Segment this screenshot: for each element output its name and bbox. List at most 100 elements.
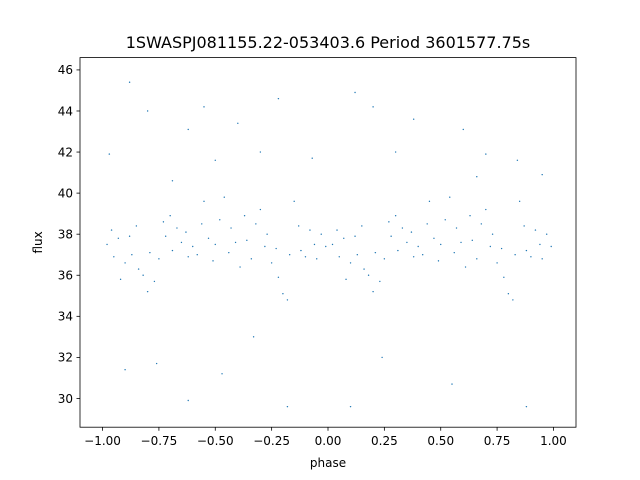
data-point bbox=[149, 251, 151, 254]
data-point bbox=[464, 266, 467, 268]
data-point bbox=[117, 237, 120, 239]
data-point bbox=[185, 231, 187, 233]
data-point bbox=[203, 200, 205, 203]
data-point bbox=[169, 215, 171, 217]
data-point bbox=[311, 157, 313, 159]
data-point bbox=[394, 151, 397, 153]
data-point bbox=[525, 249, 528, 252]
data-point bbox=[476, 258, 478, 260]
data-point bbox=[259, 208, 262, 211]
data-point bbox=[106, 243, 108, 246]
data-point bbox=[349, 405, 352, 408]
data-point bbox=[135, 225, 138, 227]
data-point bbox=[476, 175, 478, 178]
data-point bbox=[500, 247, 503, 250]
plot-area-frame bbox=[79, 57, 577, 428]
data-point bbox=[277, 97, 280, 100]
data-point bbox=[381, 356, 383, 359]
data-point bbox=[363, 268, 365, 270]
data-point bbox=[372, 106, 374, 108]
data-point bbox=[264, 245, 266, 248]
data-point bbox=[223, 196, 225, 198]
x-tick-label: 0.50 bbox=[427, 434, 454, 448]
data-point bbox=[180, 241, 183, 244]
data-point bbox=[119, 278, 122, 281]
data-point bbox=[201, 223, 203, 225]
data-point bbox=[397, 249, 399, 252]
data-point bbox=[349, 262, 352, 264]
data-point bbox=[354, 235, 356, 237]
data-point bbox=[331, 243, 334, 246]
x-tick-label: −0.50 bbox=[197, 434, 234, 448]
y-axis-ticks: 30 32 34 36 38 40 42 44 46 bbox=[58, 63, 80, 406]
data-point bbox=[489, 245, 492, 248]
data-point bbox=[480, 223, 483, 225]
data-point bbox=[230, 227, 232, 229]
data-point bbox=[401, 227, 404, 229]
data-point bbox=[288, 254, 291, 256]
chart-title: 1SWASPJ081155.22-053403.6 Period 3601577… bbox=[126, 33, 531, 52]
data-point bbox=[146, 290, 149, 293]
data-point bbox=[485, 153, 487, 155]
data-point bbox=[354, 91, 356, 94]
data-point bbox=[449, 196, 451, 198]
x-tick-label: 0.75 bbox=[484, 434, 511, 448]
data-point bbox=[367, 274, 370, 276]
data-point bbox=[541, 258, 543, 260]
data-point bbox=[426, 223, 428, 225]
data-point bbox=[243, 215, 246, 217]
data-point bbox=[214, 243, 216, 246]
data-point bbox=[228, 251, 230, 254]
data-point bbox=[412, 256, 415, 258]
data-point bbox=[471, 239, 473, 242]
data-point bbox=[282, 293, 284, 295]
data-point bbox=[270, 262, 273, 264]
data-point bbox=[192, 245, 194, 248]
data-point bbox=[286, 405, 289, 408]
data-point bbox=[433, 237, 435, 239]
data-point bbox=[372, 290, 374, 293]
data-point bbox=[250, 258, 253, 260]
data-point bbox=[451, 383, 453, 385]
data-point bbox=[277, 276, 280, 279]
data-point bbox=[541, 173, 543, 176]
data-point bbox=[124, 262, 126, 264]
data-point bbox=[137, 268, 140, 270]
x-tick-label: −1.00 bbox=[84, 434, 121, 448]
data-point bbox=[158, 258, 160, 260]
y-tick-label: 30 bbox=[58, 392, 73, 406]
data-point bbox=[356, 254, 359, 256]
data-point bbox=[550, 245, 552, 248]
data-point bbox=[286, 299, 289, 301]
data-point bbox=[196, 254, 198, 256]
data-point bbox=[266, 233, 268, 235]
y-tick-label: 42 bbox=[58, 145, 73, 159]
data-point bbox=[345, 278, 347, 281]
data-point bbox=[237, 122, 239, 125]
data-point bbox=[410, 231, 413, 233]
data-point bbox=[207, 237, 210, 239]
data-point bbox=[469, 215, 471, 217]
data-point bbox=[300, 249, 302, 252]
data-point bbox=[171, 180, 174, 182]
data-point bbox=[444, 219, 446, 221]
data-point bbox=[374, 251, 377, 254]
data-point bbox=[176, 227, 178, 229]
data-point bbox=[234, 241, 237, 244]
data-point bbox=[124, 369, 126, 371]
y-tick-label: 38 bbox=[58, 227, 73, 241]
data-point bbox=[221, 373, 223, 375]
data-point bbox=[162, 221, 165, 223]
data-point bbox=[146, 110, 149, 112]
data-point bbox=[214, 159, 216, 161]
data-point bbox=[523, 225, 525, 227]
y-axis-label: flux bbox=[31, 231, 45, 253]
data-point bbox=[462, 128, 464, 131]
data-point bbox=[316, 258, 318, 260]
data-point bbox=[297, 225, 300, 227]
data-point bbox=[187, 128, 189, 131]
data-point bbox=[491, 233, 494, 235]
data-point bbox=[534, 229, 537, 231]
data-point bbox=[539, 243, 541, 246]
data-point bbox=[394, 215, 397, 217]
